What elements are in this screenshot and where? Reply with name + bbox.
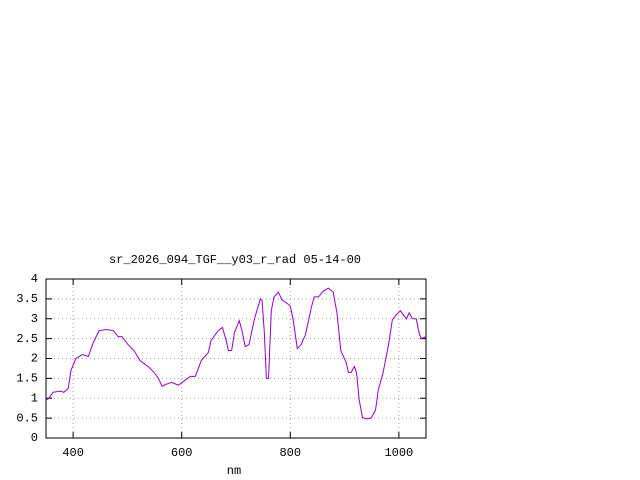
- chart-title: sr_2026_094_TGF__y03_r_rad 05-14-00: [109, 253, 361, 267]
- y-tick-label: 3.5: [16, 292, 38, 306]
- x-tick-label: 800: [279, 446, 301, 460]
- y-tick-label: 1: [31, 391, 38, 405]
- x-tick-label: 600: [171, 446, 193, 460]
- y-tick-label: 3: [31, 312, 38, 326]
- data-line: [45, 287, 427, 420]
- x-tick-label: 1000: [384, 446, 413, 460]
- y-tick-label: 4: [31, 272, 38, 286]
- y-tick-label: 1.5: [16, 372, 38, 386]
- y-tick-label: 2.5: [16, 332, 38, 346]
- x-axis-label: nm: [227, 464, 241, 478]
- y-tick-label: 0: [31, 431, 38, 445]
- plot-border: [45, 278, 427, 439]
- y-tick-label: 0.5: [16, 411, 38, 425]
- x-tick-label: 400: [62, 446, 84, 460]
- y-tick-label: 2: [31, 352, 38, 366]
